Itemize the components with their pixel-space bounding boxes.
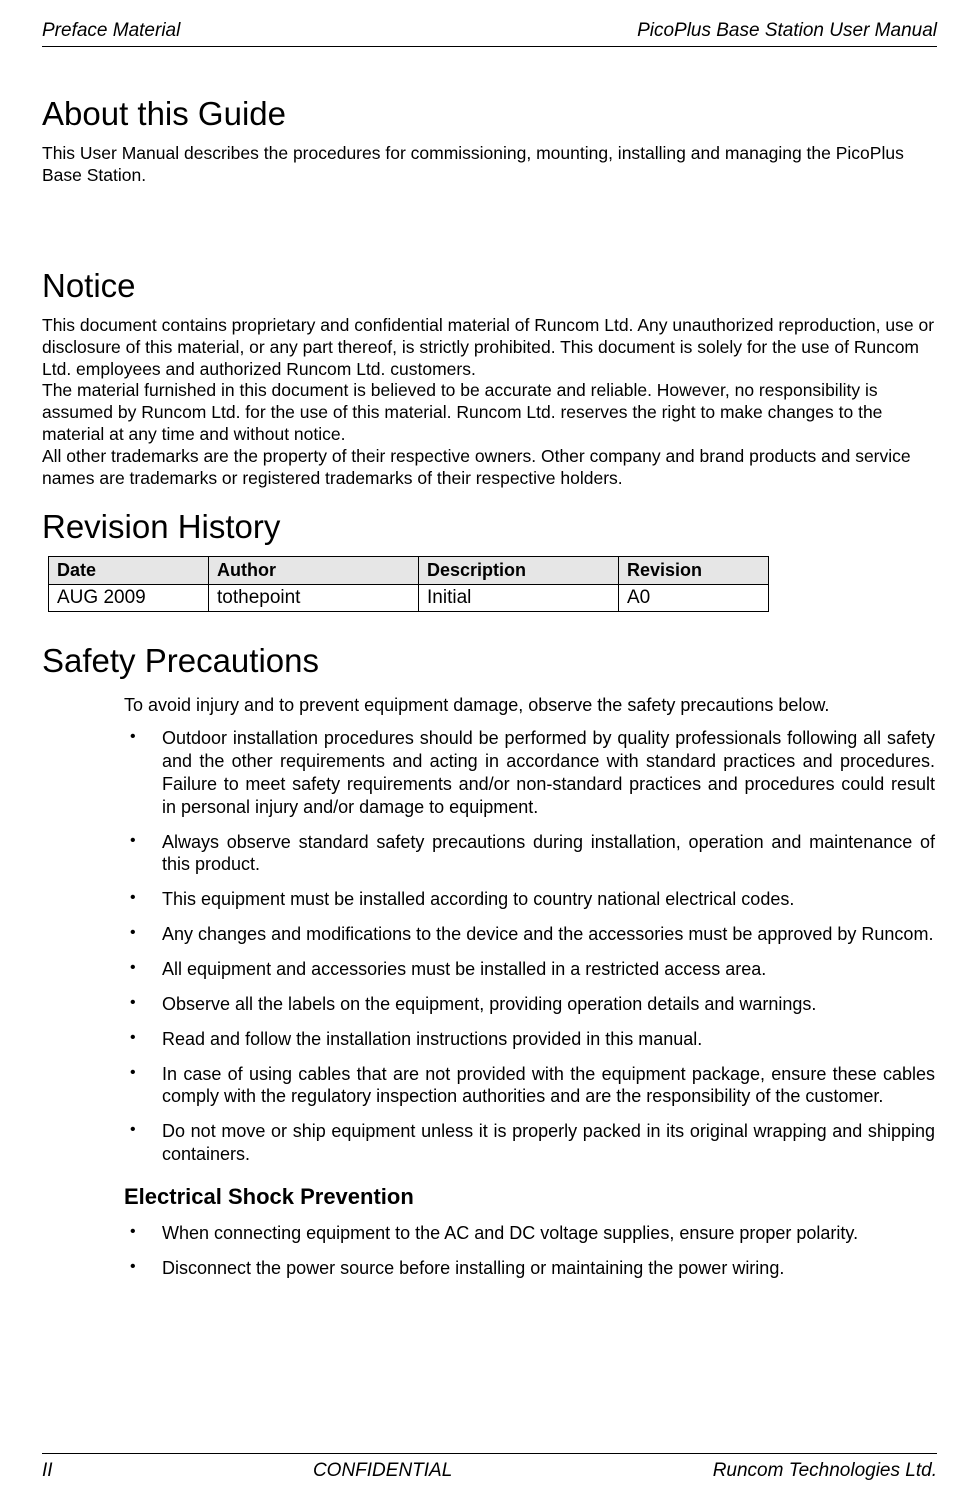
cell-revision: A0 [619, 584, 769, 611]
list-item: Always observe standard safety precautio… [124, 831, 937, 877]
heading-safety: Safety Precautions [42, 642, 937, 680]
shock-list: When connecting equipment to the AC and … [42, 1222, 937, 1280]
running-header: Preface Material PicoPlus Base Station U… [42, 20, 937, 47]
list-item: Read and follow the installation instruc… [124, 1028, 937, 1051]
col-header-date: Date [49, 556, 209, 584]
safety-list: Outdoor installation procedures should b… [42, 727, 937, 1166]
header-right: PicoPlus Base Station User Manual [637, 20, 937, 42]
notice-block: This document contains proprietary and c… [42, 315, 937, 490]
header-left: Preface Material [42, 20, 180, 42]
notice-p1: This document contains proprietary and c… [42, 315, 937, 381]
list-item: In case of using cables that are not pro… [124, 1063, 937, 1109]
revision-table: Date Author Description Revision AUG 200… [48, 556, 769, 612]
about-paragraph: This User Manual describes the procedure… [42, 143, 937, 187]
page-content: About this Guide This User Manual descri… [42, 47, 937, 1423]
col-header-description: Description [419, 556, 619, 584]
cell-date: AUG 2009 [49, 584, 209, 611]
page: Preface Material PicoPlus Base Station U… [0, 0, 979, 1496]
list-item: When connecting equipment to the AC and … [124, 1222, 937, 1245]
table-row: AUG 2009 tothepoint Initial A0 [49, 584, 769, 611]
notice-p3: All other trademarks are the property of… [42, 446, 937, 490]
list-item: Outdoor installation procedures should b… [124, 727, 937, 818]
running-footer: II CONFIDENTIAL Runcom Technologies Ltd. [42, 1453, 937, 1482]
safety-intro: To avoid injury and to prevent equipment… [42, 694, 937, 717]
table-header-row: Date Author Description Revision [49, 556, 769, 584]
col-header-revision: Revision [619, 556, 769, 584]
col-header-author: Author [209, 556, 419, 584]
list-item: Any changes and modifications to the dev… [124, 923, 937, 946]
cell-author: tothepoint [209, 584, 419, 611]
list-item: This equipment must be installed accordi… [124, 888, 937, 911]
list-item: All equipment and accessories must be in… [124, 958, 937, 981]
heading-revision: Revision History [42, 508, 937, 546]
heading-about: About this Guide [42, 95, 937, 133]
notice-p2: The material furnished in this document … [42, 380, 937, 446]
heading-shock: Electrical Shock Prevention [124, 1184, 937, 1210]
list-item: Observe all the labels on the equipment,… [124, 993, 937, 1016]
list-item: Disconnect the power source before insta… [124, 1257, 937, 1280]
footer-right: Runcom Technologies Ltd. [713, 1460, 937, 1482]
footer-left: II [42, 1460, 53, 1482]
heading-notice: Notice [42, 267, 937, 305]
cell-description: Initial [419, 584, 619, 611]
list-item: Do not move or ship equipment unless it … [124, 1120, 937, 1166]
footer-center: CONFIDENTIAL [313, 1460, 452, 1482]
